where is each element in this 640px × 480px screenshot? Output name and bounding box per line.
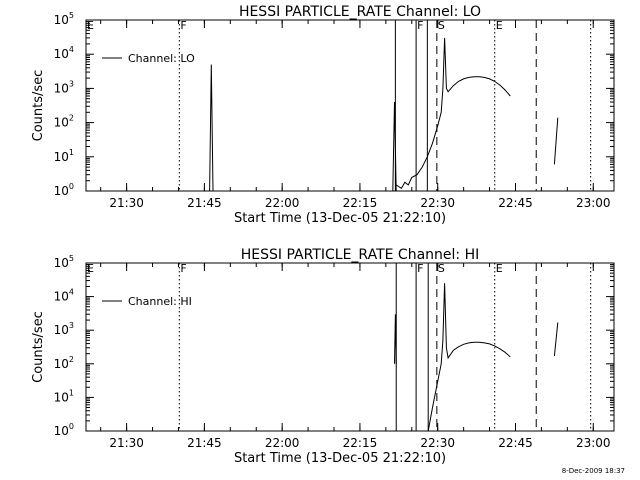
x-tick-label: 21:45: [187, 436, 222, 450]
y-tick-label: 100: [54, 182, 74, 198]
x-axis-label: Start Time (13-Dec-05 21:22:10): [234, 451, 446, 466]
x-tick-label: 22:15: [343, 196, 378, 210]
marker-label: F: [180, 262, 186, 275]
marker-label: E: [496, 262, 503, 275]
x-tick-label: 21:45: [187, 196, 222, 210]
chart-title: HESSI PARTICLE_RATE Channel: HI: [241, 247, 479, 263]
series-line: [395, 37, 511, 190]
marker-label: F: [417, 262, 423, 275]
x-tick-label: 23:00: [576, 196, 611, 210]
marker-label: E: [87, 19, 94, 32]
y-tick-label: 102: [54, 114, 74, 130]
y-axis-label: Counts/sec: [31, 70, 46, 142]
panel-hi: HESSI PARTICLE_RATE Channel: HI 21:30 21:4…: [31, 247, 615, 466]
series-line: [427, 283, 511, 432]
y-tick-label: 103: [54, 79, 74, 95]
chart-title: HESSI PARTICLE_RATE Channel: LO: [239, 4, 481, 20]
y-tick-label: 102: [54, 355, 74, 371]
marker-label: S: [438, 262, 445, 275]
y-tick-label: 105: [54, 254, 74, 270]
y-tick-label: 101: [54, 388, 74, 404]
x-tick-label: 22:30: [420, 196, 455, 210]
legend-label: Channel: LO: [128, 52, 195, 65]
series-line: [392, 101, 397, 192]
series-line: [394, 314, 397, 364]
x-tick-label: 22:45: [498, 436, 533, 450]
plot-timestamp: 8-Dec-2009 18:37: [562, 467, 625, 475]
x-tick-label: 22:45: [498, 196, 533, 210]
x-axis-label: Start Time (13-Dec-05 21:22:10): [234, 211, 446, 226]
plot-frame: [85, 19, 615, 192]
y-tick-label: 101: [54, 148, 74, 164]
series-line: [209, 64, 214, 192]
x-tick-label: 21:30: [109, 436, 144, 450]
plot-frame: [85, 262, 615, 432]
x-tick-label: 23:00: [576, 436, 611, 450]
x-tick-label: 21:30: [109, 196, 144, 210]
x-tick-label: 22:00: [265, 436, 300, 450]
x-tick-label: 22:00: [265, 196, 300, 210]
marker-label: E: [87, 262, 94, 275]
y-axis-label: Counts/sec: [31, 311, 46, 383]
marker-label: E: [496, 19, 503, 32]
y-tick-label: 105: [54, 11, 74, 27]
x-tick-label: 22:15: [343, 436, 378, 450]
marker-label: S: [438, 19, 445, 32]
y-tick-label: 104: [54, 288, 74, 304]
y-tick-label: 104: [54, 45, 74, 61]
marker-label: F: [417, 19, 423, 32]
series-line: [553, 117, 559, 165]
y-tick-label: 100: [54, 422, 74, 438]
legend-label: Channel: HI: [128, 295, 192, 308]
marker-label: F: [180, 19, 186, 32]
x-tick-label: 22:30: [420, 436, 455, 450]
panel-lo: HESSI PARTICLE_RATE Channel: LO 21:30 21:4…: [31, 4, 615, 226]
y-tick-label: 103: [54, 321, 74, 337]
series-line: [553, 322, 559, 357]
